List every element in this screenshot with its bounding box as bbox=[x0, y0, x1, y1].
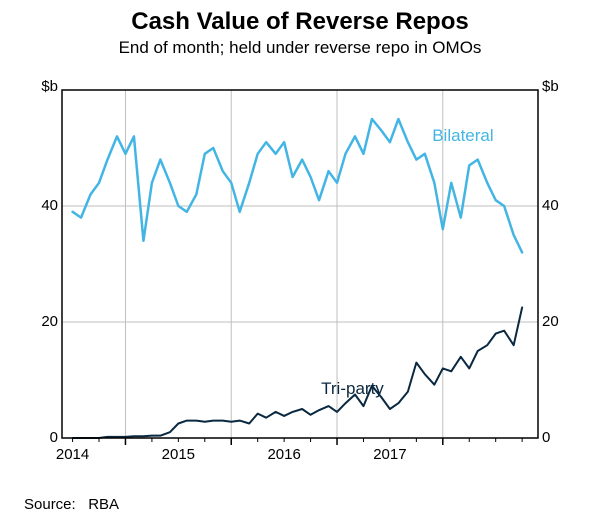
y-axis-unit-left: $b bbox=[41, 78, 58, 95]
x-tick: 2017 bbox=[373, 446, 406, 463]
y-tick-right: 0 bbox=[542, 429, 550, 446]
y-tick-left: 0 bbox=[50, 429, 58, 446]
source-value: RBA bbox=[88, 496, 119, 513]
y-tick-right: 40 bbox=[542, 197, 559, 214]
chart-figure: Cash Value of Reverse Repos End of month… bbox=[0, 0, 600, 523]
x-tick: 2016 bbox=[267, 446, 300, 463]
chart-svg bbox=[20, 66, 580, 466]
y-tick-left: 40 bbox=[41, 197, 58, 214]
chart-title: Cash Value of Reverse Repos bbox=[0, 0, 600, 36]
series-label-triparty: Tri-party bbox=[321, 379, 384, 399]
x-tick: 2014 bbox=[56, 446, 89, 463]
source-label: Source: bbox=[24, 496, 76, 513]
x-tick: 2015 bbox=[162, 446, 195, 463]
y-axis-unit-right: $b bbox=[542, 78, 559, 95]
y-tick-right: 20 bbox=[542, 313, 559, 330]
chart-plot-area: $b $b 0 20 40 0 20 40 2014 2015 2016 2017 Bilat… bbox=[20, 66, 580, 466]
chart-subtitle: End of month; held under reverse repo in… bbox=[0, 38, 600, 58]
series-label-bilateral: Bilateral bbox=[432, 126, 493, 146]
y-tick-left: 20 bbox=[41, 313, 58, 330]
chart-source: Source: RBA bbox=[24, 496, 119, 513]
